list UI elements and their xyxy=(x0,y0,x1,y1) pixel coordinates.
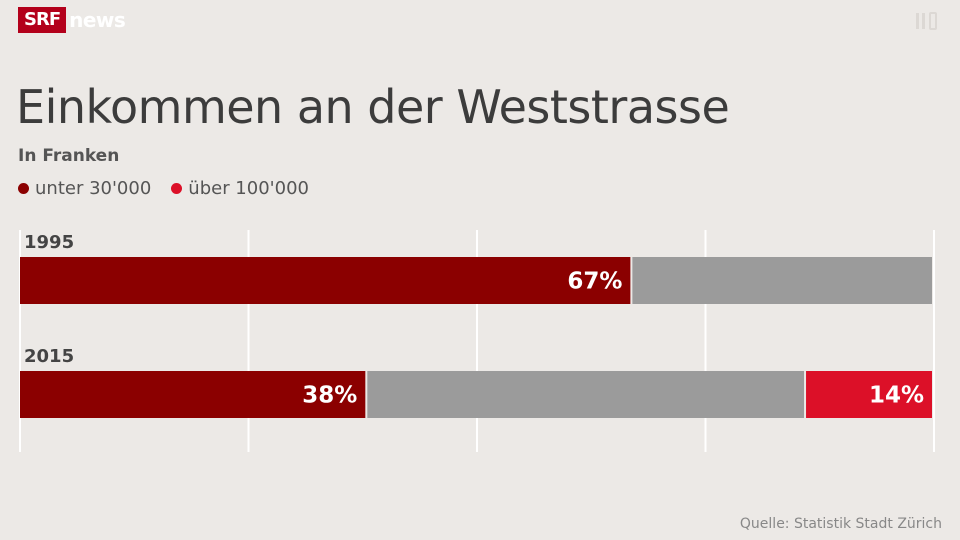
srf-news-logo: SRF news xyxy=(18,7,126,33)
logo-srf: SRF xyxy=(18,7,67,33)
legend-item-high: über 100'000 xyxy=(171,178,309,199)
data-label-1995-low: 67% xyxy=(567,269,622,295)
bar-2015-low xyxy=(20,371,366,418)
toolbar-icon xyxy=(916,12,937,30)
source-note: Quelle: Statistik Stadt Zürich xyxy=(739,516,942,532)
legend-label-low: unter 30'000 xyxy=(35,178,152,199)
row-label-1995: 1995 xyxy=(24,232,74,253)
data-label-2015-high: 14% xyxy=(869,383,924,409)
bar-2015-high xyxy=(806,371,932,418)
chart-legend: unter 30'000 über 100'000 xyxy=(18,178,329,199)
bar-1995-low xyxy=(20,257,631,304)
legend-item-low: unter 30'000 xyxy=(18,178,151,199)
chart-title: Einkommen an der Weststrasse xyxy=(16,80,730,134)
bar-1995-mid xyxy=(632,257,932,304)
legend-dot-low xyxy=(18,183,29,194)
row-label-2015: 2015 xyxy=(24,346,74,367)
data-label-2015-low: 38% xyxy=(302,383,357,409)
bar-2015-mid xyxy=(367,371,805,418)
legend-dot-high xyxy=(171,183,183,194)
logo-news: news xyxy=(69,8,126,32)
chart-subtitle: In Franken xyxy=(18,146,120,166)
legend-label-high: über 100'000 xyxy=(188,178,309,199)
